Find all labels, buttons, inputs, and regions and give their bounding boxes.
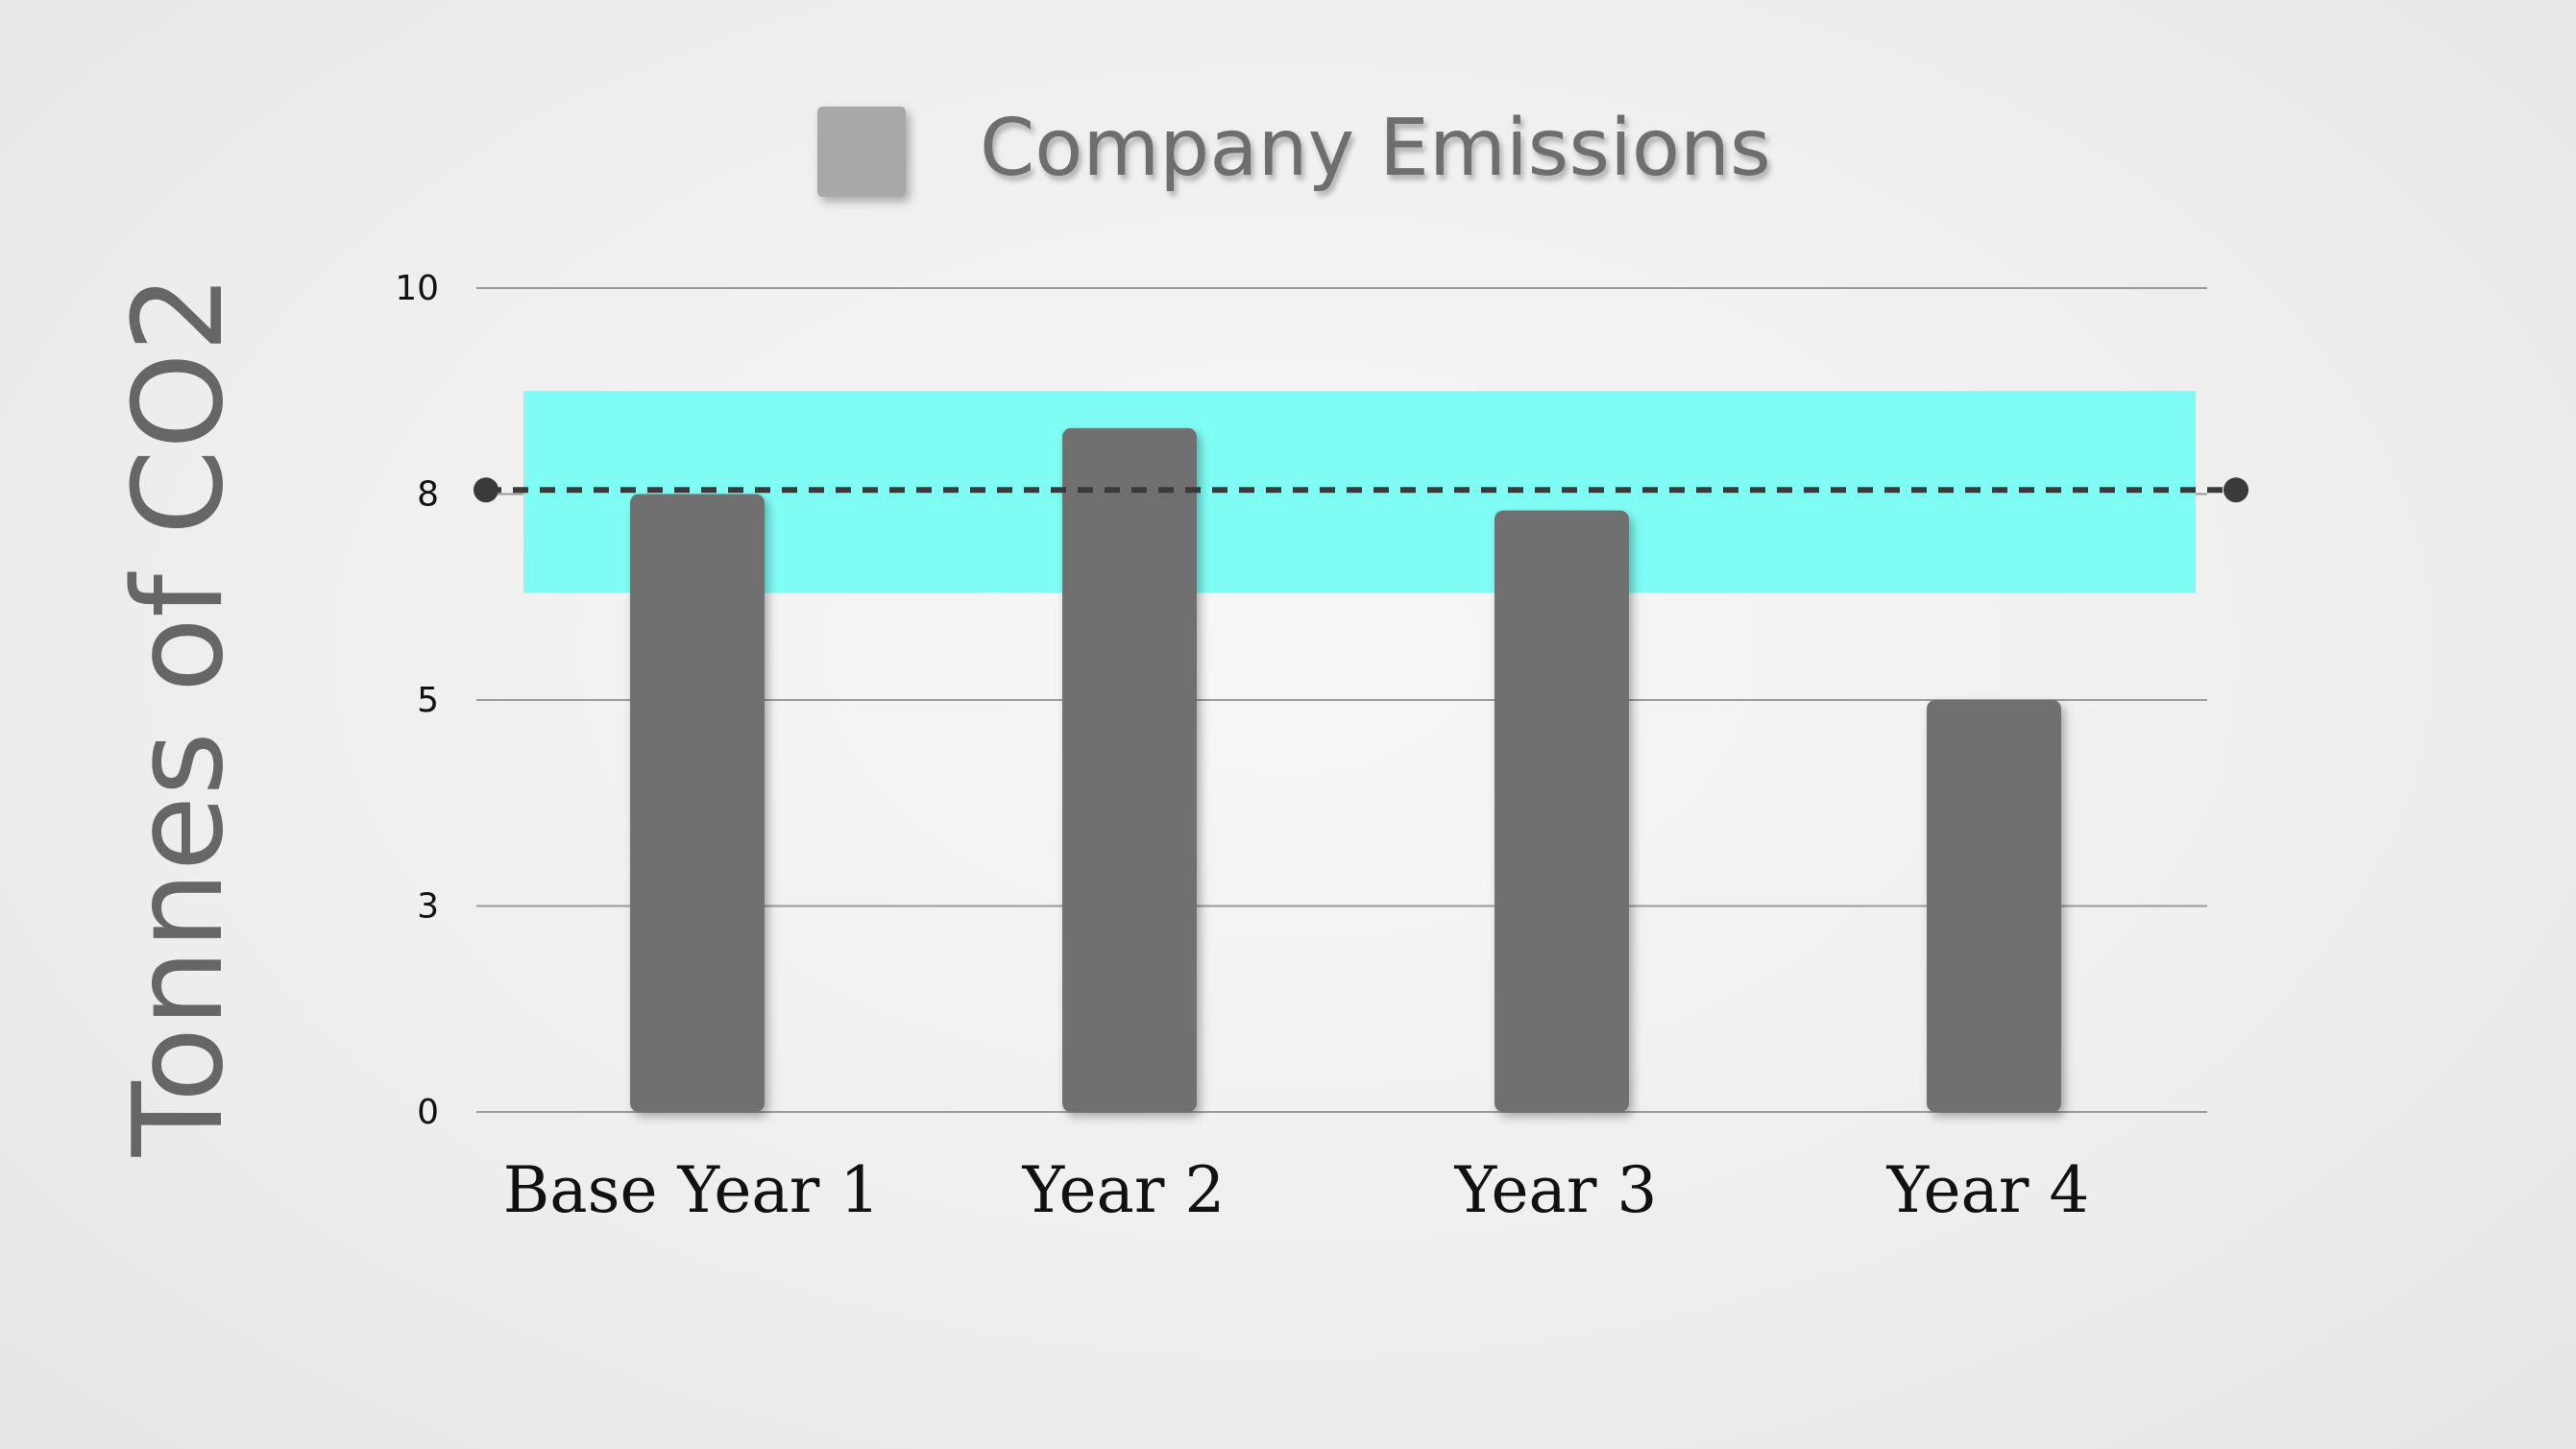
reference-line-end-marker bbox=[2224, 477, 2248, 503]
y-tick-label: 5 bbox=[417, 681, 439, 720]
bar bbox=[1062, 427, 1197, 1112]
bar bbox=[630, 494, 765, 1112]
x-tick-label: Base Year 1 bbox=[503, 1153, 881, 1227]
x-tick-label: Year 4 bbox=[1886, 1153, 2090, 1227]
bars bbox=[630, 427, 2061, 1112]
y-tick-label: 0 bbox=[417, 1093, 439, 1132]
reference-line-start-marker bbox=[474, 477, 498, 503]
bar bbox=[1927, 700, 2061, 1112]
x-tick-labels: Base Year 1 Year 2 Year 3 Year 4 bbox=[503, 1153, 2090, 1227]
x-tick-label: Year 3 bbox=[1454, 1153, 1658, 1227]
reference-line-layer bbox=[474, 477, 2248, 503]
y-tick-label: 3 bbox=[417, 887, 439, 927]
legend-label: Company Emissions bbox=[980, 103, 1771, 194]
y-tick-label: 8 bbox=[417, 475, 439, 515]
y-axis-title: Tonnes of CO2 bbox=[108, 275, 251, 1158]
legend-swatch bbox=[817, 107, 906, 197]
bar bbox=[1495, 510, 1629, 1112]
x-tick-label: Year 2 bbox=[1022, 1153, 1226, 1227]
y-tick-label: 10 bbox=[395, 269, 439, 308]
y-tick-labels: 0 3 5 8 10 bbox=[395, 269, 439, 1132]
legend: Company Emissions bbox=[817, 103, 1771, 197]
